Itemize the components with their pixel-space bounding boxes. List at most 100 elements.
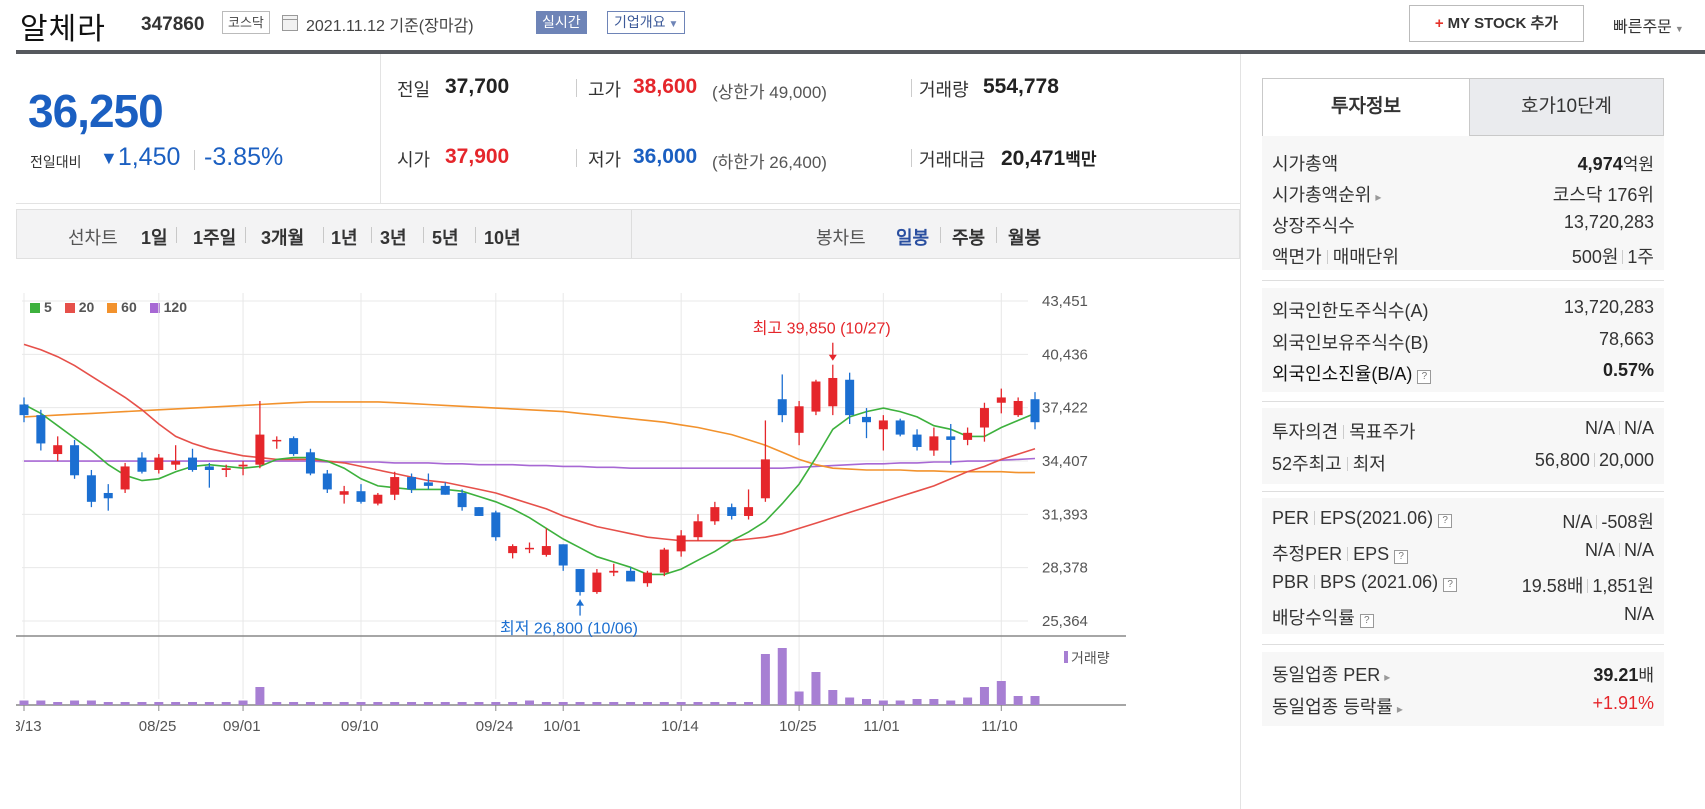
w52-high-label: 52주최고 (1272, 454, 1342, 474)
divider (911, 79, 912, 97)
period-3y[interactable]: 3년 (380, 228, 407, 248)
x-tick-label: 09/10 (341, 718, 379, 735)
candle-monthly[interactable]: 월봉 (1008, 228, 1042, 248)
realtime-button[interactable]: 실시간 (536, 11, 587, 34)
low-annotation: 최저 26,800 (10/06) (500, 620, 638, 638)
candle-body (188, 457, 197, 470)
candle-body (70, 445, 80, 476)
high-arrow-head (828, 354, 837, 361)
candle-body (1030, 399, 1040, 423)
volume-bar (373, 702, 383, 705)
est-per-row: 추정PER EPS? N/A N/A (1262, 536, 1664, 568)
open-label: 시가 (397, 150, 431, 170)
candle-body (710, 507, 720, 522)
y-tick-label: 31,393 (1042, 506, 1088, 523)
foreign-ratio-row: 외국인소진율(B/A)? 0.57% (1262, 356, 1664, 388)
candle-body (53, 445, 63, 455)
volume-bar (36, 700, 46, 705)
base-date: 2021.11.12 기준(장마감) (306, 18, 474, 35)
help-icon[interactable]: ? (1443, 578, 1458, 592)
market-cap-rank-label-wrap[interactable]: 시가총액순위 ▸ (1272, 181, 1381, 207)
x-tick-label: 10/25 (779, 718, 817, 735)
candle-body (238, 464, 248, 467)
opinion-section: 투자의견 목표주가 N/A N/A 52주최고 최저 56,800 20,000 (1262, 408, 1664, 484)
chevron-right-icon: ▸ (1384, 670, 1391, 684)
dividend-row: 배당수익률? N/A (1262, 600, 1664, 632)
company-info-dropdown[interactable]: 기업개요 ▼ (607, 11, 686, 34)
candle-body (592, 572, 602, 593)
low-label: 저가 (588, 150, 622, 170)
lower-limit: (하한가 26,400) (712, 153, 827, 172)
market-cap-row: 시가총액 4,974억원 (1262, 146, 1664, 178)
volume-bar (305, 702, 315, 705)
divider (1262, 644, 1664, 645)
candle-body (1013, 400, 1023, 416)
volume-bar (19, 700, 29, 705)
par-value: 500원 (1571, 247, 1619, 267)
change-amount-value: 1,450 (117, 143, 181, 171)
candle-daily[interactable]: 일봉 (896, 228, 930, 248)
volume-bar (642, 702, 652, 705)
x-tick-label: 11/10 (981, 718, 1017, 735)
volume-bar (322, 702, 332, 705)
sector-change-row[interactable]: 동일업종 등락률 ▸ +1.91% (1262, 689, 1664, 721)
sector-per-label-wrap[interactable]: 동일업종 PER ▸ (1272, 661, 1390, 687)
legend-ma20: 20 (64, 299, 95, 315)
line-chart-label: 선차트 (68, 228, 118, 248)
candle-weekly[interactable]: 주봉 (952, 228, 986, 248)
listed-shares-row: 상장주식수 13,720,283 (1262, 208, 1664, 240)
candle-body (36, 415, 46, 444)
legend-ma20-label: 20 (78, 299, 95, 315)
market-cap-rank-row[interactable]: 시가총액순위 ▸ 코스닥 176위 (1262, 177, 1664, 209)
tab-orderbook[interactable]: 호가10단계 (1469, 78, 1664, 136)
candle-body (154, 457, 164, 470)
help-icon[interactable]: ? (1394, 550, 1409, 564)
listed-shares-label: 상장주식수 (1272, 216, 1355, 236)
candle-body (171, 461, 181, 465)
par-lot-label: 액면가 매매단위 (1272, 243, 1399, 269)
pbr-bps-label: PBR BPS (2021.06)? (1272, 572, 1458, 593)
volume-bar (592, 702, 602, 705)
volume-bar (221, 702, 231, 705)
candlestick-svg[interactable]: 43,451 40,436 37,422 34,407 31,393 28,378 25,3… (16, 259, 1240, 809)
sector-change-label-wrap[interactable]: 동일업종 등락률 ▸ (1272, 693, 1403, 719)
help-icon[interactable]: ? (1359, 614, 1374, 628)
period-1d[interactable]: 1일 (141, 228, 168, 248)
volume-bar (440, 702, 450, 705)
price-chart[interactable]: 5 20 60 120 43,451 40,436 37,422 34,407 31,3… (16, 259, 1240, 809)
chevron-down-icon: ▼ (1674, 24, 1684, 34)
period-10y[interactable]: 10년 (484, 228, 521, 248)
volume-bar (912, 699, 922, 705)
candle-chart-label: 봉차트 (816, 228, 866, 248)
period-1y[interactable]: 1년 (331, 228, 358, 248)
volume-bar (204, 702, 214, 705)
x-tick-label: 10/01 (543, 718, 581, 735)
pbr-value: 19.58배 (1521, 576, 1584, 596)
candle-body (221, 468, 231, 470)
divider (380, 54, 381, 204)
x-tick-label: 11/01 (863, 718, 899, 735)
divider (371, 227, 372, 243)
period-5y[interactable]: 5년 (432, 228, 459, 248)
sector-per-row[interactable]: 동일업종 PER ▸ 39.21배 (1262, 657, 1664, 689)
period-3m[interactable]: 3개월 (261, 228, 305, 248)
volume-bar (491, 702, 501, 705)
volume-bar (289, 702, 299, 705)
foreign-ratio-label-wrap: 외국인소진율(B/A)? (1272, 360, 1432, 386)
change-amount: ▼1,450 (100, 143, 180, 172)
period-1w[interactable]: 1주일 (193, 228, 237, 248)
help-icon[interactable]: ? (1438, 514, 1453, 528)
opinion-value: N/A (1584, 418, 1615, 438)
market-cap-label: 시가총액 (1272, 154, 1339, 174)
legend-ma5-label: 5 (44, 299, 52, 315)
tab-investment-info[interactable]: 투자정보 (1262, 78, 1470, 136)
add-my-stock-button[interactable]: + MY STOCK 추가 (1409, 5, 1584, 42)
help-icon[interactable]: ? (1417, 370, 1432, 384)
quick-order-label: 빠른주문 (1613, 19, 1672, 36)
foreign-hold-row: 외국인보유주식수(B) 78,663 (1262, 325, 1664, 357)
per-row: PER EPS(2021.06)? N/A -508원 (1262, 504, 1664, 536)
divider (176, 227, 177, 243)
quick-order-button[interactable]: 빠른주문 ▼ (1613, 13, 1684, 37)
volume-label: 거래량 (1071, 650, 1110, 666)
dividend-value: N/A (1623, 604, 1654, 624)
